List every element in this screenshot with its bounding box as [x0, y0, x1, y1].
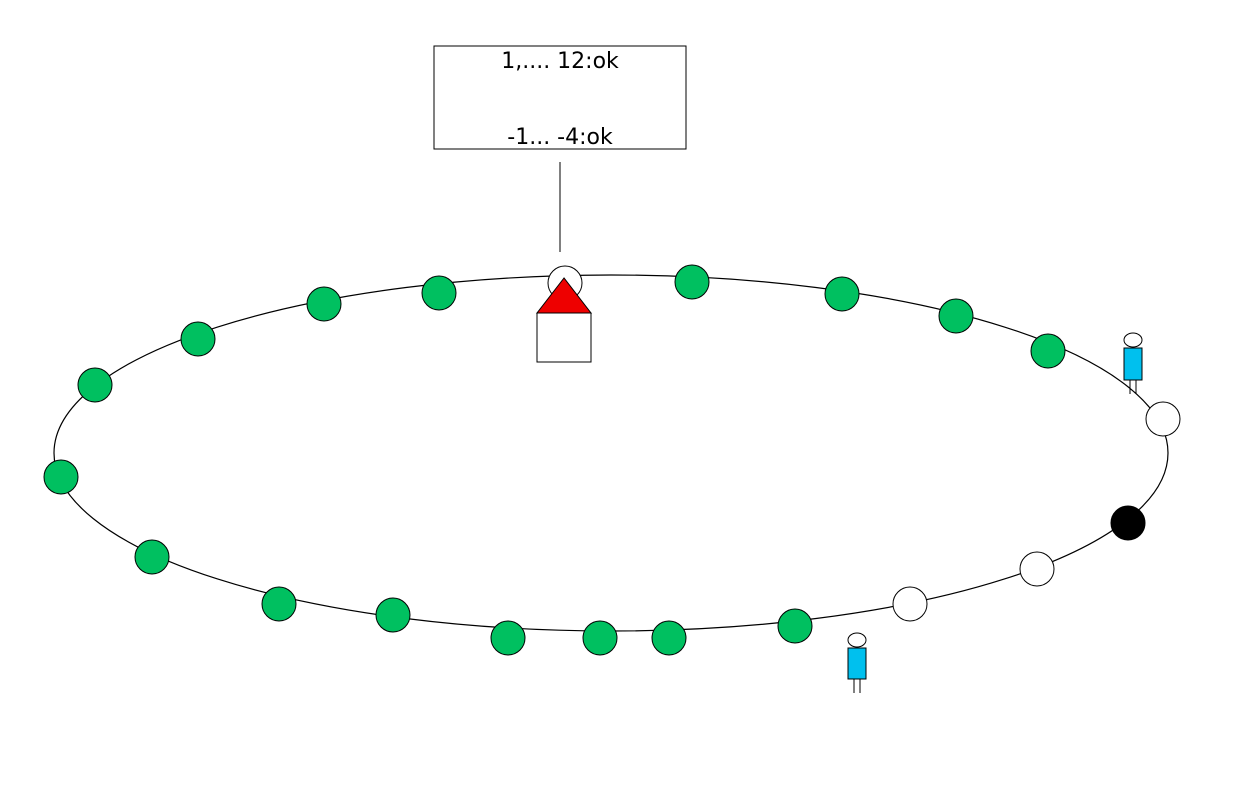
info-box: 1,.... 12:ok -1... -4:ok: [433, 45, 687, 150]
track-node[interactable]: [306, 286, 342, 322]
track-node[interactable]: [674, 264, 710, 300]
info-box-line-2: -1... -4:ok: [507, 125, 613, 150]
track-node[interactable]: [651, 620, 687, 656]
track-node[interactable]: [1019, 551, 1055, 587]
track-node[interactable]: [375, 597, 411, 633]
person-body: [847, 647, 867, 680]
track-node[interactable]: [490, 620, 526, 656]
track-node[interactable]: [261, 586, 297, 622]
track-node[interactable]: [938, 298, 974, 334]
track-node[interactable]: [77, 367, 113, 403]
person-head: [1123, 332, 1143, 348]
track-node[interactable]: [892, 586, 928, 622]
house-body: [536, 312, 592, 363]
track-node[interactable]: [43, 459, 79, 495]
track-node[interactable]: [421, 275, 457, 311]
track-node[interactable]: [1110, 505, 1146, 541]
person-head: [847, 632, 867, 648]
track-node[interactable]: [1145, 401, 1181, 437]
person-body: [1123, 347, 1143, 381]
track-node[interactable]: [777, 608, 813, 644]
person-icon: [847, 632, 867, 693]
track-node[interactable]: [180, 321, 216, 357]
info-box-line-1: 1,.... 12:ok: [501, 49, 619, 74]
track-loop: [53, 274, 1169, 632]
track-node[interactable]: [824, 276, 860, 312]
track-node[interactable]: [134, 539, 170, 575]
house-icon: [535, 277, 593, 363]
house-roof: [535, 277, 593, 314]
person-icon: [1123, 332, 1143, 394]
track-nodes: [43, 264, 1181, 656]
info-box-frame: [433, 45, 687, 150]
track-node[interactable]: [1030, 333, 1066, 369]
track-node[interactable]: [582, 620, 618, 656]
